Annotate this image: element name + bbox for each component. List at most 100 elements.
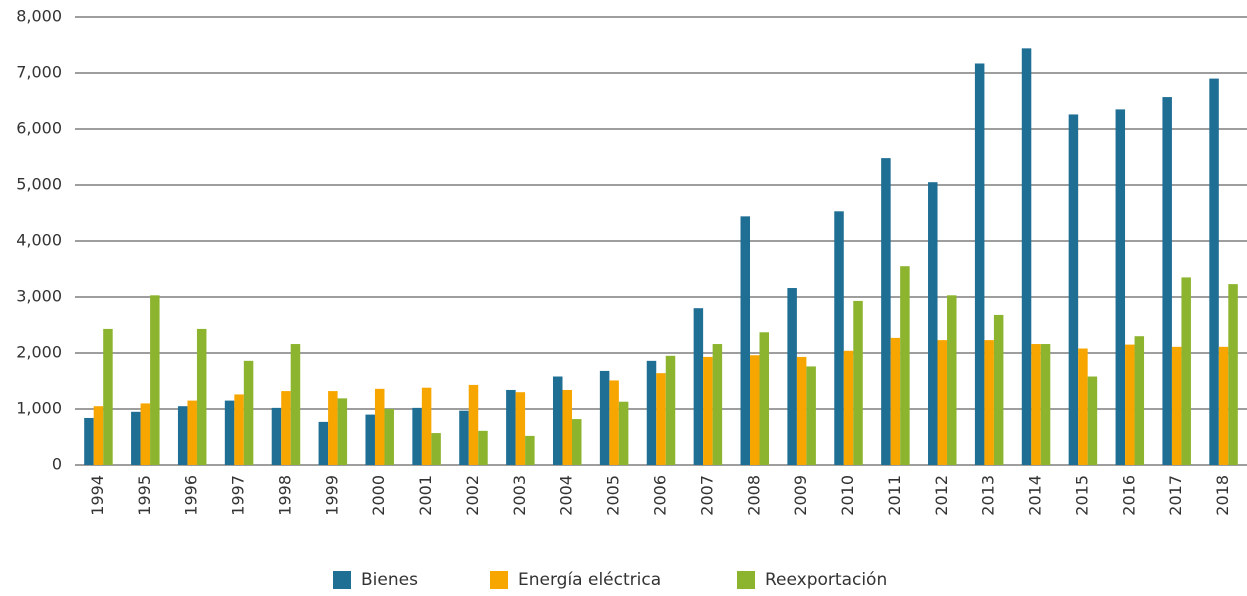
bar (1031, 344, 1041, 465)
bar (900, 266, 910, 465)
bar (993, 314, 1004, 465)
legend-label: Reexportación (765, 570, 887, 590)
x-tick-label: 2007 (697, 475, 716, 516)
bar (787, 288, 797, 465)
bar (103, 328, 113, 465)
bar (853, 300, 863, 465)
y-tick-label: 5,000 (16, 175, 62, 194)
x-tick-label: 2014 (1026, 475, 1045, 516)
bar (665, 355, 676, 465)
legend-swatch (737, 571, 755, 589)
x-tick-label: 2000 (369, 475, 388, 516)
bar (571, 419, 582, 465)
y-tick-label: 2,000 (16, 343, 62, 362)
bar (412, 407, 422, 465)
legend-swatch (333, 571, 351, 589)
bar (759, 332, 770, 465)
bar (374, 388, 385, 465)
bar (552, 376, 563, 465)
y-tick-label: 3,000 (16, 287, 62, 306)
bar (1171, 346, 1182, 465)
bar (703, 356, 713, 465)
bar (1134, 336, 1145, 465)
x-tick-label: 2008 (744, 475, 763, 516)
y-tick-label: 0 (52, 455, 62, 474)
bar (937, 340, 948, 465)
bar (646, 360, 657, 465)
bar (365, 414, 375, 465)
bar (693, 308, 704, 465)
bar (337, 398, 348, 465)
bar (187, 400, 197, 465)
bar (1040, 344, 1051, 465)
bar (1115, 109, 1126, 466)
x-tick-label: 2005 (604, 475, 623, 516)
y-tick-label: 6,000 (16, 119, 62, 138)
x-tick-label: 2012 (932, 475, 951, 516)
x-tick-label: 2018 (1213, 475, 1232, 516)
bar (318, 421, 329, 465)
bar (224, 400, 235, 465)
bar (1078, 348, 1088, 465)
x-tick-label: 2002 (463, 475, 482, 516)
bar (1218, 346, 1229, 465)
y-tick-label: 8,000 (16, 7, 62, 26)
bar (234, 394, 244, 465)
x-tick-label: 1998 (275, 475, 294, 516)
x-tick-label: 2010 (838, 475, 857, 516)
bar (150, 295, 160, 465)
bar (525, 435, 535, 465)
bar (656, 373, 666, 465)
bar (599, 370, 610, 465)
bar (478, 430, 488, 465)
bar (609, 380, 619, 465)
x-tick-label: 2013 (979, 475, 998, 516)
bar (806, 366, 816, 465)
x-tick-label: 1999 (322, 475, 341, 516)
x-tick-label: 2009 (791, 475, 810, 516)
bar (1162, 97, 1172, 465)
x-tick-label: 2015 (1072, 475, 1091, 516)
x-tick-label: 2001 (416, 475, 435, 516)
bar (131, 411, 141, 465)
bar (712, 344, 723, 465)
x-tick-label: 2016 (1119, 475, 1138, 516)
x-tick-label: 1997 (229, 475, 248, 516)
bar (974, 63, 985, 465)
bar (515, 392, 526, 465)
x-tick-label: 2004 (557, 475, 576, 516)
bar (243, 360, 254, 465)
bar (1087, 376, 1098, 465)
bar (984, 340, 994, 465)
bar (506, 389, 516, 465)
x-tick-label: 2017 (1166, 475, 1185, 516)
legend-label: Energía eléctrica (518, 570, 661, 590)
bar (140, 403, 151, 465)
bar (562, 389, 572, 465)
bar (1021, 48, 1032, 466)
y-tick-label: 4,000 (16, 231, 62, 250)
bar (890, 337, 901, 465)
x-tick-label: 2003 (510, 475, 529, 516)
bar (1181, 277, 1191, 465)
bar (834, 211, 844, 465)
bar (431, 433, 441, 465)
bar (271, 407, 282, 465)
bar (328, 391, 338, 465)
y-tick-label: 1,000 (16, 399, 62, 418)
bar (750, 355, 760, 465)
bar (796, 356, 807, 465)
bar (618, 401, 629, 465)
bar (928, 182, 938, 465)
bar (740, 216, 751, 465)
bar (468, 384, 479, 465)
bar (196, 328, 207, 465)
x-tick-label: 1996 (182, 475, 201, 516)
bar (459, 410, 469, 465)
bar (1209, 78, 1219, 465)
x-tick-label: 2011 (885, 475, 904, 516)
bar (384, 409, 394, 465)
legend-swatch (490, 571, 508, 589)
bar (84, 417, 94, 465)
